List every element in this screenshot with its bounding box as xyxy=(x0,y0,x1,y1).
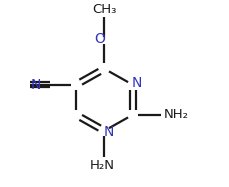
Text: N: N xyxy=(103,125,114,139)
Text: CH₃: CH₃ xyxy=(92,3,116,16)
Text: O: O xyxy=(94,32,105,46)
Text: N: N xyxy=(31,78,41,92)
Text: N: N xyxy=(131,76,142,90)
Text: H₂N: H₂N xyxy=(90,159,114,172)
Text: NH₂: NH₂ xyxy=(163,108,188,121)
